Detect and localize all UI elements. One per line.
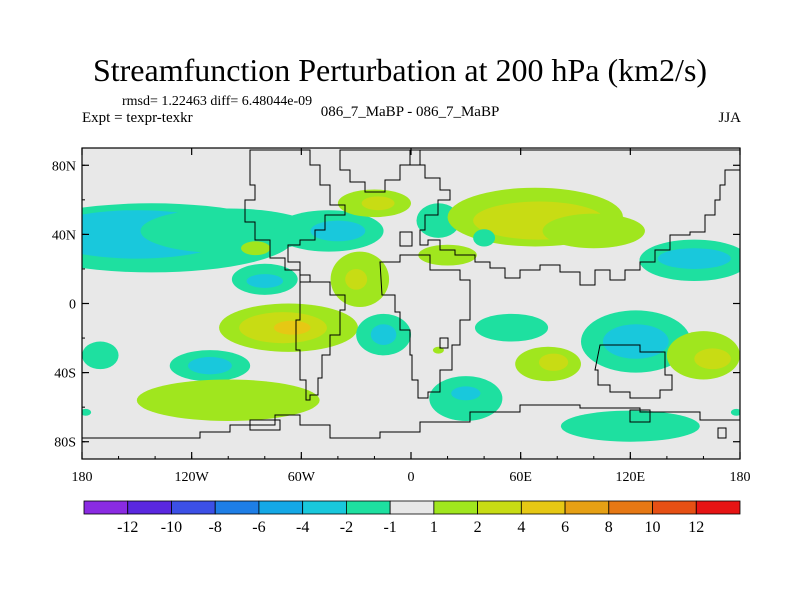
colorbar-swatch: [564, 500, 610, 515]
anomaly-contour: [136, 379, 320, 421]
anomaly-contour: [310, 220, 366, 242]
anomaly-contour: [473, 229, 496, 247]
colorbar-label: -4: [296, 519, 309, 536]
anomaly-contour: [474, 313, 549, 342]
anomaly-contour: [560, 410, 700, 442]
colorbar-swatch: [477, 500, 522, 515]
rmsd-note: rmsd= 1.22463 diff= 6.48044e-09: [122, 94, 313, 109]
x-axis: 180 120W 60W 0 60E 120E 180: [72, 148, 751, 485]
colorbar-label: -2: [340, 519, 353, 536]
y-tick-label: 40N: [52, 228, 76, 243]
colorbar-label: 10: [645, 519, 661, 536]
y-tick-label: 40S: [54, 367, 76, 382]
colorbar-swatch: [302, 500, 347, 515]
coastline-island: [249, 419, 281, 431]
anomaly-contour: [602, 324, 669, 359]
chart-title: Streamfunction Perturbation at 200 hPa (…: [92, 52, 708, 88]
anomaly-contour: [418, 244, 477, 266]
y-tick-label: 80N: [52, 159, 76, 174]
x-tick-label: 180: [730, 470, 751, 485]
anomaly-layer: [82, 187, 740, 442]
plot-area: [81, 147, 741, 460]
x-tick-label: 60W: [288, 470, 316, 485]
anomaly-contour: [241, 241, 271, 256]
colorbar-label: -6: [252, 519, 265, 536]
anomaly-contour: [345, 268, 368, 290]
anomaly-contour: [82, 341, 119, 370]
colorbar-swatch: [695, 500, 741, 515]
colorbar-swatch: [127, 500, 172, 515]
colorbar-swatch: [652, 500, 697, 515]
colorbar-label: 1: [430, 519, 438, 536]
colorbar-swatch: [214, 500, 260, 515]
colorbar-label: 8: [605, 519, 613, 536]
coastline-island: [629, 409, 651, 423]
x-tick-label: 60E: [509, 470, 532, 485]
colorbar-label: -1: [383, 519, 396, 536]
anomaly-contour: [542, 213, 645, 249]
colorbar-label: 2: [474, 519, 482, 536]
coastline-layer: [82, 149, 740, 439]
colorbar-swatch: [389, 500, 435, 515]
coastline-antarctica: [82, 404, 740, 439]
coastline-eurasia: [409, 149, 740, 286]
anomaly-contour: [82, 408, 92, 416]
coastline-australia: [594, 344, 673, 399]
anomaly-contour: [657, 248, 731, 269]
anomaly-contour: [370, 324, 397, 345]
coastline-south-america: [295, 281, 346, 401]
anomaly-contour: [451, 386, 481, 401]
colorbar-label: 6: [561, 519, 569, 536]
colorbar-label: 4: [517, 519, 525, 536]
anomaly-contour: [246, 274, 284, 288]
colorbar: -12 -10 -8 -6 -4 -2 -1 1 2 4 6 8 10 12: [83, 500, 741, 536]
x-tick-label: 120E: [616, 470, 646, 485]
y-tick-label: 0: [69, 298, 76, 313]
colorbar-swatch: [258, 500, 304, 515]
season-label: JJA: [718, 110, 741, 126]
colorbar-swatch: [171, 500, 216, 515]
anomaly-contour: [694, 348, 731, 370]
anomaly-contour: [140, 208, 316, 254]
y-axis: 80N 40N 0 40S 80S: [52, 159, 740, 451]
anomaly-contour: [538, 353, 569, 371]
coastline-island: [439, 337, 449, 349]
colorbar-label: -8: [209, 519, 222, 536]
coastline-north-america: [244, 149, 346, 283]
experiment-label: Expt = texpr-texkr: [82, 110, 193, 126]
colorbar-label: -12: [117, 519, 138, 536]
x-tick-label: 120W: [175, 470, 210, 485]
anomaly-contour: [730, 408, 740, 416]
colorbar-swatch: [520, 500, 566, 515]
colorbar-swatch: [83, 500, 129, 515]
anomaly-contour: [188, 357, 232, 375]
coastline-island: [399, 231, 413, 247]
case-label: 086_7_MaBP - 086_7_MaBP: [320, 104, 500, 120]
colorbar-swatch: [433, 500, 479, 515]
coastline-island: [717, 427, 727, 439]
x-tick-label: 0: [408, 470, 415, 485]
x-tick-label: 180: [72, 470, 93, 485]
y-tick-label: 80S: [54, 436, 76, 451]
anomaly-contour: [361, 196, 395, 211]
colorbar-label: -10: [161, 519, 182, 536]
colorbar-swatch: [345, 500, 391, 515]
anomaly-contour: [273, 320, 311, 335]
colorbar-label: 12: [688, 519, 704, 536]
coastline-africa: [379, 254, 471, 399]
colorbar-swatch: [608, 500, 653, 515]
